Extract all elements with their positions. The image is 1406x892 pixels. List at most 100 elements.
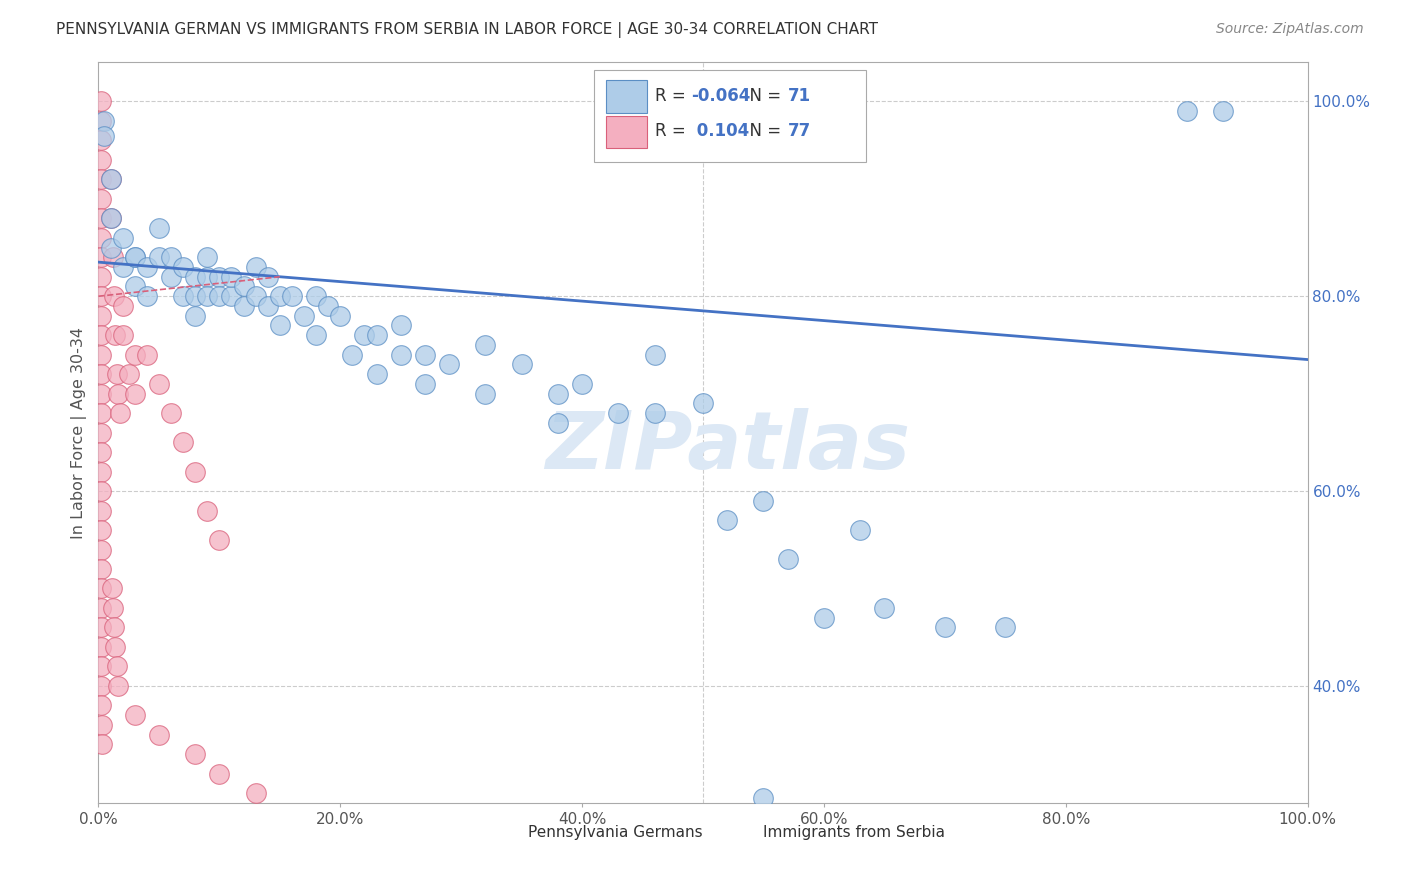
Point xyxy=(716,513,738,527)
Text: N =: N = xyxy=(740,87,786,104)
Point xyxy=(366,328,388,343)
Point xyxy=(474,386,496,401)
Point xyxy=(692,396,714,410)
Point xyxy=(184,269,207,284)
Point xyxy=(101,601,124,615)
Point xyxy=(474,338,496,352)
Point xyxy=(90,386,112,401)
Point xyxy=(172,260,194,274)
Point xyxy=(90,269,112,284)
Text: N =: N = xyxy=(740,122,786,140)
Point xyxy=(208,766,231,780)
Point xyxy=(105,367,128,381)
FancyBboxPatch shape xyxy=(595,70,866,162)
Point xyxy=(90,698,112,713)
Point xyxy=(93,128,115,143)
Point xyxy=(184,465,207,479)
Point xyxy=(90,211,112,226)
Text: R =: R = xyxy=(655,87,690,104)
Point xyxy=(90,250,112,264)
Point xyxy=(184,289,207,303)
Point xyxy=(90,562,112,576)
Point xyxy=(148,250,170,264)
Point xyxy=(994,620,1017,634)
Point xyxy=(221,269,243,284)
Point xyxy=(101,250,124,264)
Point xyxy=(90,231,112,245)
Point xyxy=(934,620,956,634)
Point xyxy=(90,582,112,596)
FancyBboxPatch shape xyxy=(606,80,647,112)
Point xyxy=(100,211,122,226)
Point xyxy=(90,95,112,109)
Point xyxy=(184,747,207,761)
Point xyxy=(195,250,218,264)
Point xyxy=(90,620,112,634)
Point xyxy=(90,309,112,323)
Point xyxy=(111,231,134,245)
Point xyxy=(90,640,112,654)
Point xyxy=(148,376,170,391)
Point xyxy=(353,328,375,343)
Point xyxy=(124,279,146,293)
Point xyxy=(100,211,122,226)
FancyBboxPatch shape xyxy=(606,116,647,148)
Point xyxy=(208,289,231,303)
Point xyxy=(172,289,194,303)
Point xyxy=(90,172,112,186)
Point xyxy=(100,172,122,186)
Point xyxy=(172,435,194,450)
Point xyxy=(90,679,112,693)
Point xyxy=(90,601,112,615)
Point xyxy=(124,386,146,401)
Point xyxy=(107,679,129,693)
Point xyxy=(316,299,339,313)
Point xyxy=(160,269,183,284)
Point xyxy=(195,503,218,517)
Point xyxy=(752,791,775,805)
Point xyxy=(90,192,112,206)
Point xyxy=(90,659,112,673)
Text: ZIPatlas: ZIPatlas xyxy=(544,409,910,486)
FancyBboxPatch shape xyxy=(717,819,755,846)
Point xyxy=(111,299,134,313)
Point xyxy=(342,348,364,362)
Point xyxy=(118,367,141,381)
Point xyxy=(184,309,207,323)
Point xyxy=(413,376,436,391)
Point xyxy=(90,328,112,343)
Point xyxy=(124,708,146,723)
Point xyxy=(813,611,835,625)
Point xyxy=(100,240,122,255)
Point xyxy=(111,328,134,343)
Point xyxy=(245,260,267,274)
Point xyxy=(111,260,134,274)
Point xyxy=(90,503,112,517)
Point xyxy=(90,348,112,362)
Point xyxy=(305,328,328,343)
Point xyxy=(90,542,112,557)
Point xyxy=(135,289,157,303)
Point xyxy=(1175,104,1198,119)
Point xyxy=(366,367,388,381)
Point xyxy=(91,737,114,751)
Point xyxy=(148,221,170,235)
FancyBboxPatch shape xyxy=(482,819,519,846)
Point xyxy=(232,299,254,313)
Point xyxy=(90,523,112,537)
Point xyxy=(195,289,218,303)
Point xyxy=(135,260,157,274)
Point xyxy=(873,601,896,615)
Point xyxy=(245,786,267,800)
Point xyxy=(124,250,146,264)
Point xyxy=(269,318,291,333)
Point xyxy=(104,640,127,654)
Text: 77: 77 xyxy=(787,122,811,140)
Point xyxy=(269,289,291,303)
Point xyxy=(90,484,112,499)
Point xyxy=(91,718,114,732)
Point xyxy=(105,659,128,673)
Point xyxy=(221,289,243,303)
Point xyxy=(100,172,122,186)
Point xyxy=(208,269,231,284)
